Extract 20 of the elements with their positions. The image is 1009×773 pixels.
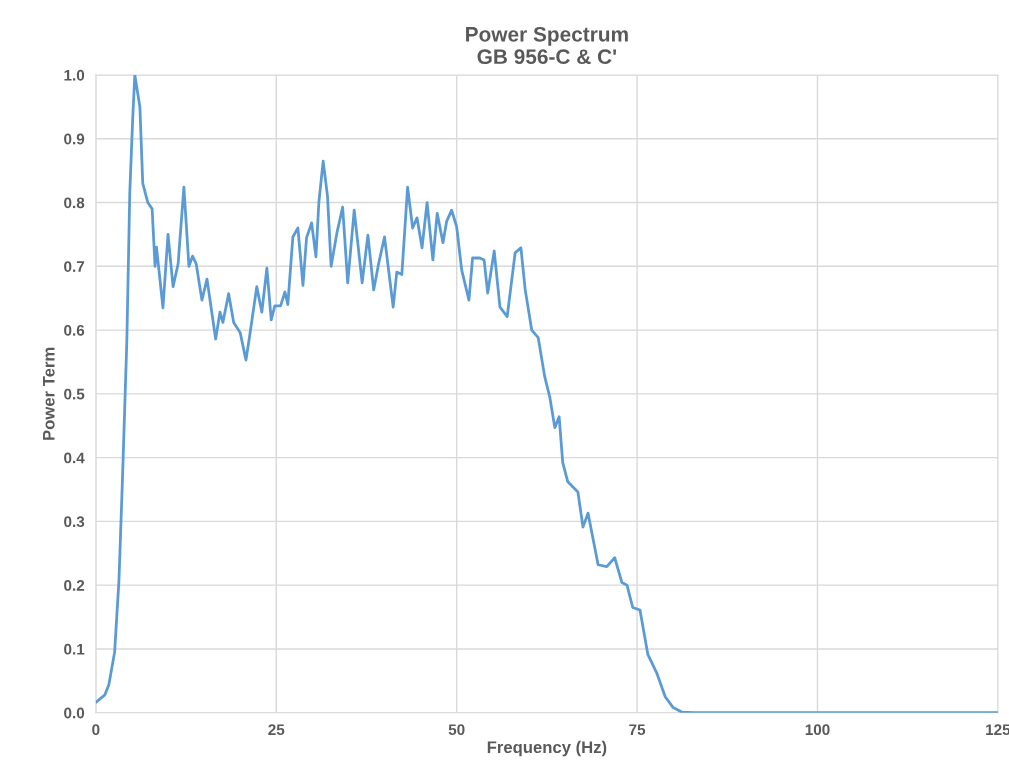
- y-tick-label: 0.0: [64, 707, 85, 719]
- y-tick-label: 0.4: [64, 452, 85, 464]
- y-tick-label: 1.0: [64, 69, 85, 81]
- y-tick-label: 0.5: [64, 388, 85, 400]
- line-series: [95, 74, 998, 713]
- y-tick-label: 0.6: [64, 324, 85, 336]
- x-tick-label: 50: [448, 724, 465, 736]
- x-tick-label: 75: [629, 724, 646, 736]
- y-axis-title: Power Term: [43, 347, 55, 440]
- chart-title: Power Spectrum GB 956-C & C': [466, 26, 628, 65]
- y-tick-label: 0.1: [64, 643, 85, 655]
- y-tick-label: 0.7: [64, 261, 85, 272]
- x-tick-label: 25: [268, 724, 285, 736]
- x-axis-title: Frequency (Hz): [487, 740, 607, 757]
- y-tick-label: 0.9: [64, 133, 85, 145]
- x-tick-label: 0: [92, 724, 100, 736]
- y-tick-label: 0.3: [64, 516, 85, 528]
- x-tick-label: 100: [805, 724, 830, 736]
- y-tick-label: 0.8: [64, 197, 85, 209]
- y-tick-label: 0.2: [64, 580, 85, 591]
